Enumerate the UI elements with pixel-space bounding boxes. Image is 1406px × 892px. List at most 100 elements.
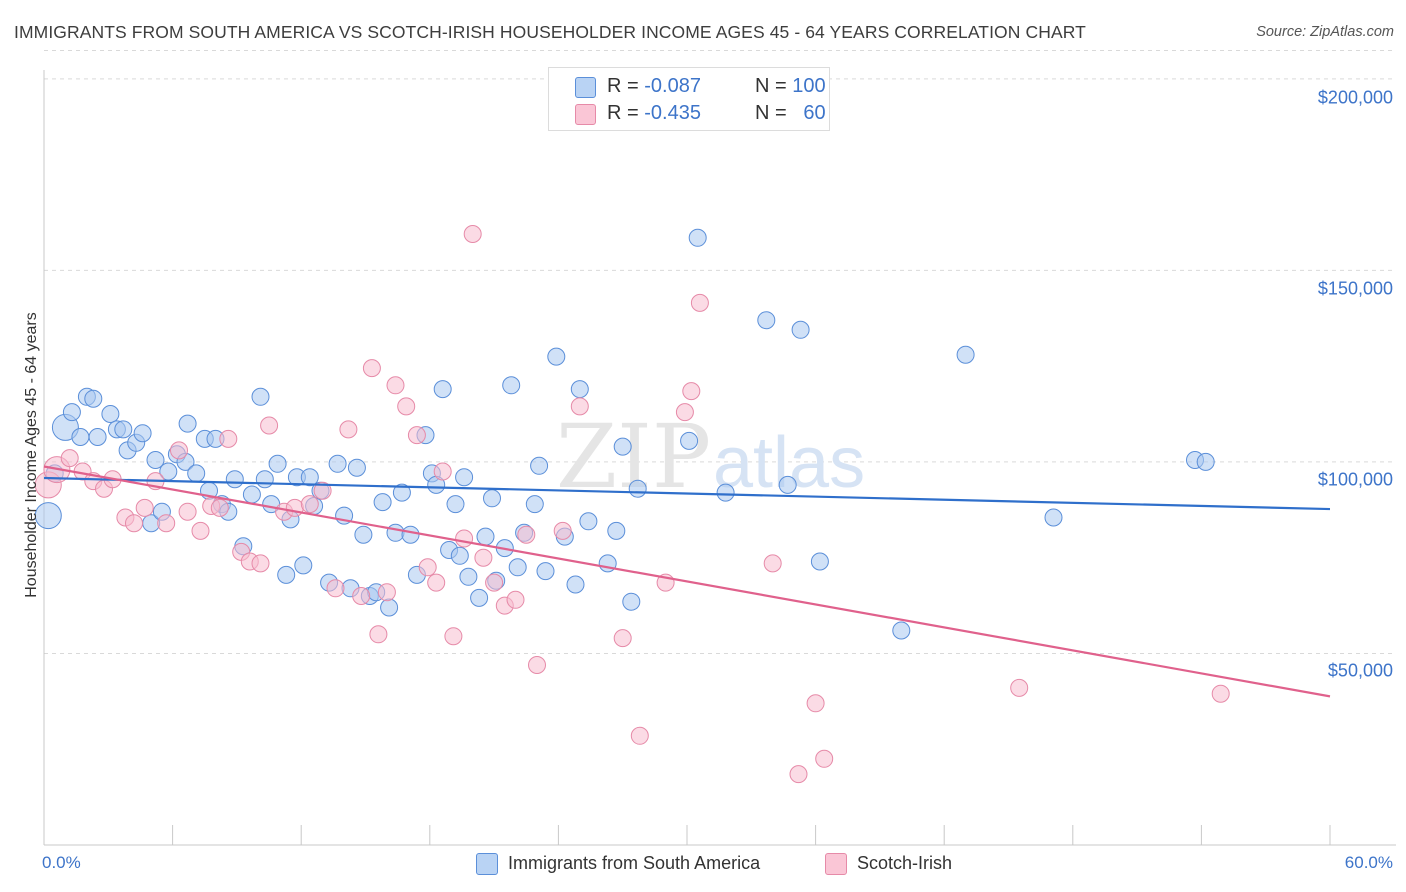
- trend-line-scotch-irish: [43, 465, 1331, 698]
- immigrants-point: [470, 588, 489, 607]
- scotch-irish-point: [690, 293, 709, 312]
- scotch-irish-point: [219, 429, 238, 448]
- legend-n-value: 100: [792, 75, 826, 97]
- legend-n-value: 60: [803, 102, 826, 124]
- immigrants-point: [628, 479, 647, 498]
- immigrants-point: [613, 437, 632, 456]
- scotch-irish-point: [463, 225, 482, 243]
- scotch-irish-point: [1211, 684, 1230, 703]
- immigrants-point: [446, 495, 465, 514]
- immigrants-point: [88, 428, 107, 446]
- correlation-legend: R = -0.087 N = 100 R = -0.435 N = 60: [548, 67, 830, 131]
- y-tick-label-50000: $50,000: [1327, 660, 1393, 681]
- immigrants-point: [892, 621, 911, 640]
- immigrants-point: [778, 475, 797, 494]
- scotch-irish-point: [157, 514, 176, 533]
- immigrants-point: [255, 470, 274, 489]
- scotch-irish-point: [285, 498, 304, 517]
- immigrants-point: [225, 470, 244, 489]
- legend-r-label: R =: [607, 75, 639, 97]
- scotch-irish-point: [260, 416, 279, 435]
- immigrants-point: [101, 405, 120, 423]
- immigrants-point: [251, 387, 270, 406]
- scotch-irish-point: [444, 627, 463, 646]
- scotch-irish-point: [407, 426, 426, 445]
- immigrants-point: [570, 380, 589, 399]
- immigrants-point: [810, 552, 829, 571]
- legend-r-value: -0.087: [644, 75, 701, 97]
- trend-line-immigrants: [43, 476, 1331, 511]
- scotch-irish-point: [178, 502, 197, 521]
- scotch-irish-point: [613, 629, 632, 648]
- immigrants-point: [433, 380, 452, 399]
- immigrants-point: [455, 468, 474, 487]
- scotch-irish-point: [455, 529, 474, 548]
- immigrants-point: [716, 483, 735, 502]
- series-scotch-irish-points: [34, 225, 1230, 784]
- immigrants-point: [607, 521, 626, 540]
- immigrants-point: [133, 424, 152, 443]
- legend-n-label: N =: [755, 102, 787, 124]
- immigrants-point: [579, 512, 598, 531]
- immigrants-point: [84, 389, 103, 408]
- scotch-irish-point: [362, 359, 381, 378]
- immigrants-point: [547, 347, 566, 366]
- immigrants-point: [300, 468, 319, 487]
- y-tick-label-150000: $150,000: [1317, 278, 1393, 299]
- scotch-irish-point: [517, 525, 536, 544]
- scotch-irish-point: [210, 498, 229, 517]
- trend-lines: [43, 465, 1331, 698]
- legend-label-scotch-irish: Scotch-Irish: [857, 853, 953, 873]
- x-tick-label-min: 0.0%: [42, 853, 81, 872]
- scotch-irish-point: [386, 376, 405, 395]
- scotch-irish-point: [815, 749, 834, 768]
- immigrants-point: [328, 454, 347, 473]
- immigrants-point: [347, 458, 366, 477]
- scotch-irish-point: [553, 521, 572, 540]
- immigrants-point: [956, 345, 975, 364]
- immigrants-point: [373, 493, 392, 512]
- chart-title: IMMIGRANTS FROM SOUTH AMERICA VS SCOTCH-…: [14, 22, 1086, 42]
- scotch-irish-point: [570, 397, 589, 416]
- scotch-irish-point: [352, 587, 371, 605]
- scotch-irish-point: [125, 514, 143, 533]
- scotch-irish-point: [763, 554, 782, 573]
- immigrants-point: [1044, 508, 1063, 527]
- immigrants-point: [294, 556, 313, 575]
- y-tick-label-200000: $200,000: [1317, 87, 1393, 108]
- immigrants-point: [450, 546, 469, 565]
- scotch-irish-point: [135, 498, 154, 517]
- scotch-irish-point: [682, 382, 701, 401]
- immigrants-point: [1196, 452, 1215, 471]
- immigrants-point: [536, 562, 555, 581]
- immigrants-point: [622, 592, 641, 611]
- immigrants-point: [566, 575, 585, 594]
- scotch-irish-point: [418, 558, 437, 577]
- immigrants-point: [508, 558, 527, 577]
- scotch-irish-point: [170, 441, 188, 460]
- immigrants-point: [178, 414, 197, 433]
- immigrants-point: [476, 527, 495, 546]
- immigrants-point: [354, 525, 373, 544]
- scotch-irish-point: [397, 397, 416, 416]
- scotch-irish-point: [528, 656, 546, 674]
- immigrants-point: [459, 567, 478, 586]
- scotch-irish-point: [1010, 678, 1029, 697]
- scotch-irish-point: [675, 403, 694, 422]
- immigrants-point: [146, 451, 165, 469]
- legend-r-label: R =: [607, 102, 639, 124]
- y-tick-label-100000: $100,000: [1317, 469, 1393, 490]
- immigrants-point: [62, 403, 81, 422]
- y-axis-label: Householder Income Ages 45 - 64 years: [23, 312, 40, 598]
- scotch-irish-point: [377, 583, 396, 602]
- legend-swatch-pink: [825, 853, 847, 875]
- legend-swatch-pink: [575, 104, 596, 125]
- scotch-irish-point: [60, 449, 79, 468]
- scotch-irish-point: [313, 481, 332, 500]
- legend-swatch-blue: [575, 77, 596, 98]
- scotch-irish-point: [191, 521, 210, 540]
- immigrants-point: [401, 525, 420, 544]
- scotch-irish-point: [506, 590, 525, 609]
- immigrants-point: [268, 454, 287, 473]
